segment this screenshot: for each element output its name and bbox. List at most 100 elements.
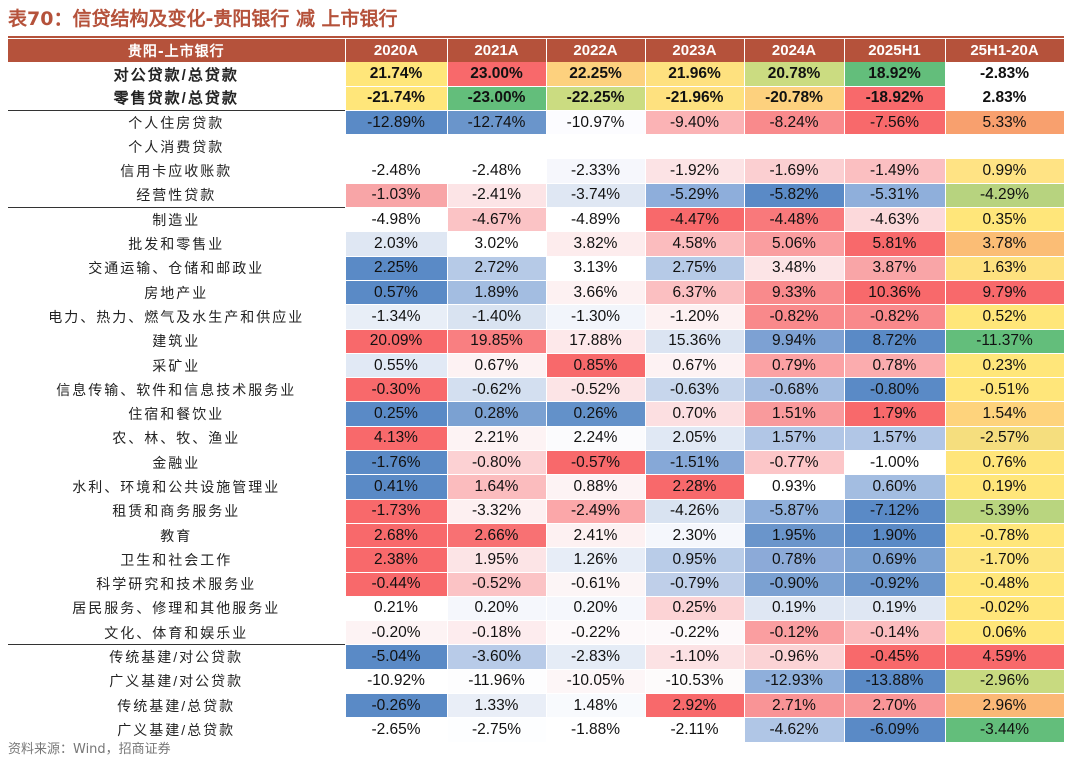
value-cell: -3.32% xyxy=(447,499,547,524)
row-label: 房地产业 xyxy=(8,280,346,305)
table-row: 建筑业 20.09% 19.85% 17.88% 15.36% 9.94% 8.72% -11… xyxy=(8,329,1065,354)
value-cell: 2.96% xyxy=(945,693,1065,719)
row-label: 居民服务、修理和其他服务业 xyxy=(8,596,346,621)
table-row: 采矿业 0.55% 0.67% 0.85% 0.67% 0.79% 0.78% 0.23% xyxy=(8,353,1065,379)
value-cell: 3.78% xyxy=(945,231,1065,257)
value-cell: -4.48% xyxy=(744,207,845,233)
value-cell: 1.48% xyxy=(546,693,646,719)
value-cell: -1.30% xyxy=(546,304,646,330)
value-cell: -11.37% xyxy=(945,329,1065,354)
row-label: 零售贷款/总贷款 xyxy=(8,86,346,111)
value-cell: 10.36% xyxy=(844,280,946,306)
value-cell: -0.51% xyxy=(945,377,1065,403)
value-cell: -2.65% xyxy=(345,717,448,743)
row-label: 租赁和商务服务业 xyxy=(8,499,346,524)
table-row: 对公贷款/总贷款 21.74% 23.00% 22.25% 21.96% 20.78% 18… xyxy=(8,62,1065,87)
value-cell: -5.82% xyxy=(744,183,845,209)
value-cell: 0.85% xyxy=(546,353,646,379)
value-cell: -11.96% xyxy=(447,669,547,695)
table-row: 批发和零售业 2.03% 3.02% 3.82% 4.58% 5.06% 5.81% 3.78… xyxy=(8,231,1065,257)
row-label: 教育 xyxy=(8,523,346,548)
value-cell: 0.35% xyxy=(945,207,1065,233)
value-cell: -0.79% xyxy=(645,572,745,597)
table-row: 房地产业 0.57% 1.89% 3.66% 6.37% 9.33% 10.36% 9.79% xyxy=(8,280,1065,306)
table-row: 水利、环境和公共设施管理业 0.41% 1.64% 0.88% 2.28% 0.93% 0.… xyxy=(8,474,1065,500)
value-cell: 5.33% xyxy=(945,109,1065,136)
value-cell: -12.74% xyxy=(447,109,547,136)
value-cell: 1.33% xyxy=(447,693,547,719)
value-cell: -0.45% xyxy=(844,644,946,670)
value-cell xyxy=(744,134,845,160)
value-cell: 17.88% xyxy=(546,329,646,354)
value-cell: -1.70% xyxy=(945,547,1065,573)
value-cell: 0.52% xyxy=(945,304,1065,330)
value-cell: 0.78% xyxy=(744,547,845,573)
value-cell: 0.78% xyxy=(844,353,946,379)
value-cell: 2.21% xyxy=(447,426,547,452)
value-cell: -22.25% xyxy=(546,86,646,111)
value-cell: 0.21% xyxy=(345,596,448,622)
value-cell: -4.98% xyxy=(345,207,448,233)
value-cell: -1.69% xyxy=(744,158,845,184)
table-body: 对公贷款/总贷款 21.74% 23.00% 22.25% 21.96% 20.78% 18… xyxy=(8,62,1065,743)
value-cell: -1.88% xyxy=(546,717,646,743)
row-label: 信用卡应收账款 xyxy=(8,158,346,184)
row-label: 建筑业 xyxy=(8,329,346,354)
value-cell: 1.51% xyxy=(744,401,845,427)
value-cell: -10.92% xyxy=(345,669,448,695)
value-cell: -4.47% xyxy=(645,207,745,233)
value-cell: -2.33% xyxy=(546,158,646,184)
value-cell: 21.96% xyxy=(645,62,745,87)
value-cell: 20.09% xyxy=(345,329,448,354)
value-cell: -0.52% xyxy=(546,377,646,403)
value-cell: -10.05% xyxy=(546,669,646,695)
value-cell: 2.72% xyxy=(447,256,547,281)
value-cell: 2.03% xyxy=(345,231,448,257)
value-cell: -4.89% xyxy=(546,207,646,233)
value-cell xyxy=(645,134,745,160)
value-cell: -2.96% xyxy=(945,669,1065,695)
value-cell: 1.79% xyxy=(844,401,946,427)
value-cell: -12.93% xyxy=(744,669,845,695)
value-cell: 0.06% xyxy=(945,620,1065,646)
value-cell: 2.24% xyxy=(546,426,646,452)
value-cell: -0.52% xyxy=(447,572,547,597)
value-cell: -0.20% xyxy=(345,620,448,646)
table-row: 电力、热力、燃气及水生产和供应业 -1.34% -1.40% -1.30% -1.20%… xyxy=(8,304,1065,330)
value-cell: -0.57% xyxy=(546,450,646,476)
table-row: 租赁和商务服务业 -1.73% -3.32% -2.49% -4.26% -5.87% -7… xyxy=(8,499,1065,524)
value-cell: -21.74% xyxy=(345,86,448,111)
value-cell: -1.92% xyxy=(645,158,745,184)
value-cell: 2.70% xyxy=(844,693,946,719)
value-cell: 0.20% xyxy=(546,596,646,622)
value-cell: -1.51% xyxy=(645,450,745,476)
value-cell: -5.04% xyxy=(345,644,448,670)
value-cell: -12.89% xyxy=(345,109,448,136)
value-cell: -0.26% xyxy=(345,693,448,719)
value-cell: 1.54% xyxy=(945,401,1065,427)
value-cell: -0.30% xyxy=(345,377,448,403)
value-cell: -0.82% xyxy=(744,304,845,330)
row-label: 批发和零售业 xyxy=(8,231,346,257)
header-col-change: 25H1-20A xyxy=(945,39,1065,63)
value-cell: -1.03% xyxy=(345,183,448,209)
header-row: 贵阳-上市银行 2020A 2021A 2022A 2023A 2024A 20… xyxy=(8,39,1065,63)
header-col-2022a: 2022A xyxy=(546,39,646,63)
value-cell: -2.48% xyxy=(447,158,547,184)
value-cell: 2.75% xyxy=(645,256,745,281)
value-cell: 0.25% xyxy=(645,596,745,622)
value-cell: 2.41% xyxy=(546,523,646,549)
row-label: 电力、热力、燃气及水生产和供应业 xyxy=(8,304,346,330)
value-cell: -5.87% xyxy=(744,499,845,524)
value-cell: -1.10% xyxy=(645,644,745,670)
source-note: 资料来源：Wind，招商证券 xyxy=(8,742,171,757)
value-cell: -4.67% xyxy=(447,207,547,233)
table-row: 个人住房贷款 -12.89% -12.74% -10.97% -9.40% -8.24% -… xyxy=(8,109,1065,136)
value-cell: -0.61% xyxy=(546,572,646,597)
value-cell: -1.76% xyxy=(345,450,448,476)
value-cell: -0.96% xyxy=(744,644,845,670)
value-cell: 1.90% xyxy=(844,523,946,549)
value-cell: 3.66% xyxy=(546,280,646,306)
value-cell: -2.41% xyxy=(447,183,547,209)
value-cell: 9.33% xyxy=(744,280,845,306)
